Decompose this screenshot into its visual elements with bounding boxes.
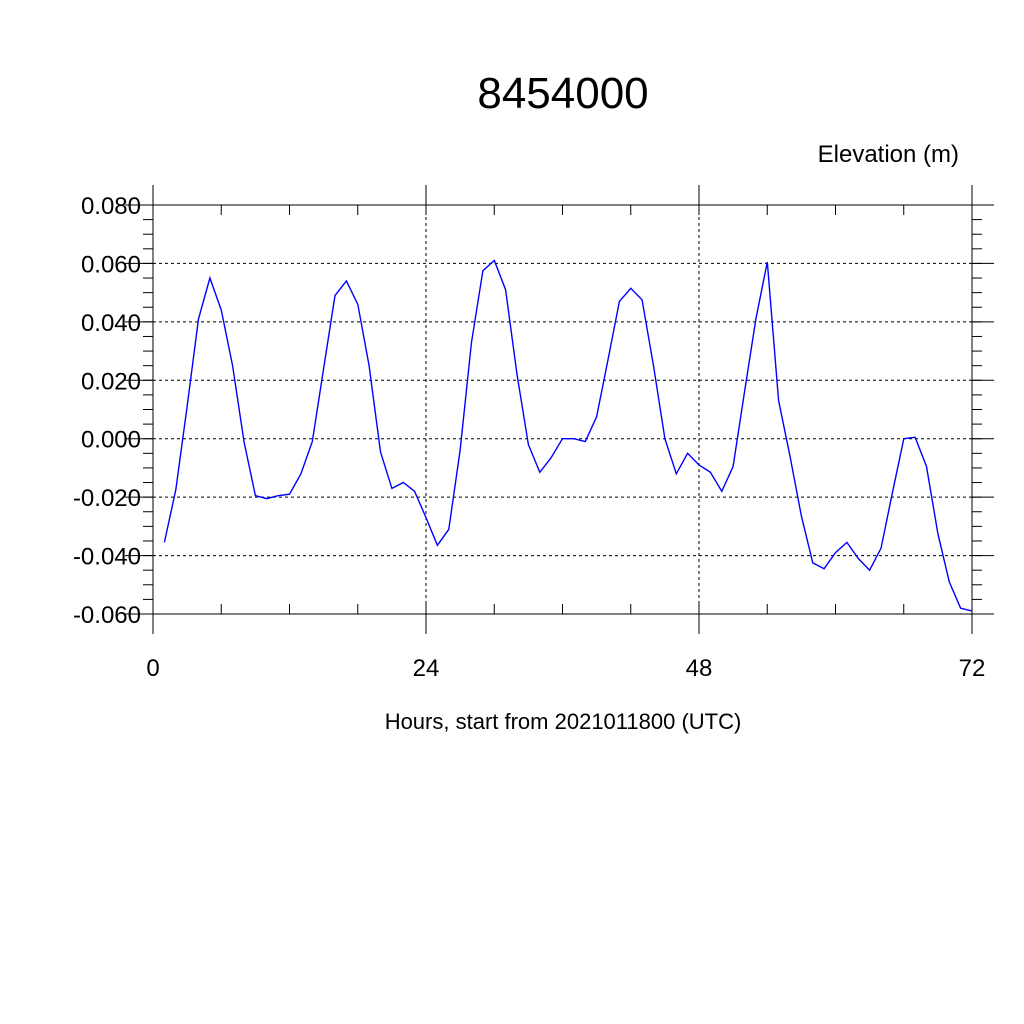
y-tick-label: 0.060 xyxy=(81,251,141,278)
grid xyxy=(152,204,973,615)
y-tick-label: 0.040 xyxy=(81,310,141,337)
x-tick-label: 48 xyxy=(686,655,713,682)
y-tick-label: 0.000 xyxy=(81,427,141,454)
x-axis-label: Hours, start from 2021011800 (UTC) xyxy=(385,709,742,734)
tick-labels: 0.080 0.060 0.040 0.020 0.000 -0.020 -0.040 -0.… xyxy=(73,193,985,682)
chart-title: 8454000 xyxy=(477,69,648,118)
y-tick-label: -0.060 xyxy=(73,602,141,629)
plot-frame xyxy=(152,204,973,615)
y-axis-label: Elevation (m) xyxy=(818,141,959,168)
y-tick-label: -0.040 xyxy=(73,544,141,571)
y-tick-label: 0.080 xyxy=(81,193,141,220)
x-tick-label: 24 xyxy=(413,655,440,682)
x-tick-label: 0 xyxy=(146,655,159,682)
series-group xyxy=(163,259,973,612)
y-tick-label: -0.020 xyxy=(73,485,141,512)
y-tick-label: 0.020 xyxy=(81,368,141,395)
x-tick-label: 72 xyxy=(959,655,986,682)
series-line xyxy=(163,259,973,612)
axis-ticks xyxy=(125,185,994,634)
